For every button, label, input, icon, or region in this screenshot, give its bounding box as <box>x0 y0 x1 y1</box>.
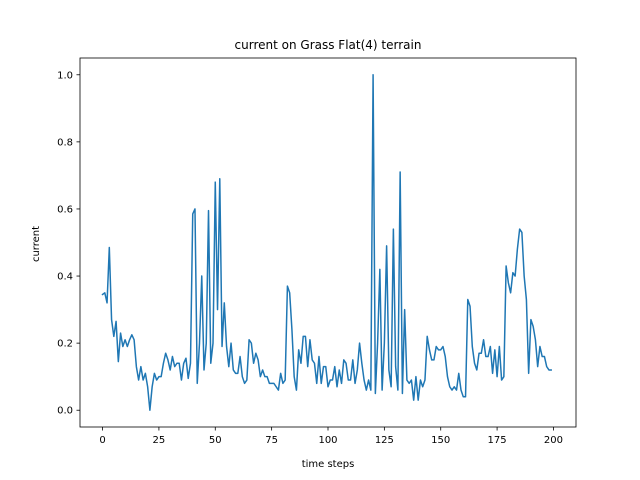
x-tick-label: 150 <box>431 435 450 446</box>
x-tick-label: 25 <box>153 435 166 446</box>
plot-area: 0 25 50 75 100 125 150 175 200 0.0 0.2 0.4 0.6 0.8 1.0 <box>57 57 577 446</box>
y-tick-label: 0.8 <box>57 137 73 148</box>
chart-title: current on Grass Flat(4) terrain <box>235 38 422 52</box>
x-tick-label: 75 <box>265 435 278 446</box>
x-tick-label: 0 <box>99 435 105 446</box>
x-tick-label: 100 <box>318 435 337 446</box>
x-tick-label: 50 <box>209 435 222 446</box>
series-line-0 <box>101 74 552 411</box>
y-tick-label: 0.2 <box>57 339 73 350</box>
y-tick-label: 0.0 <box>57 406 73 417</box>
x-tick-label: 200 <box>544 435 563 446</box>
y-tick-label: 0.4 <box>57 272 73 283</box>
y-axis-label: current <box>31 226 42 262</box>
x-tick-label: 175 <box>488 435 507 446</box>
x-tick-label: 125 <box>375 435 394 446</box>
y-tick-label: 0.6 <box>57 204 73 215</box>
x-axis-label: time steps <box>302 459 355 470</box>
y-tick-label: 1.0 <box>57 70 73 81</box>
